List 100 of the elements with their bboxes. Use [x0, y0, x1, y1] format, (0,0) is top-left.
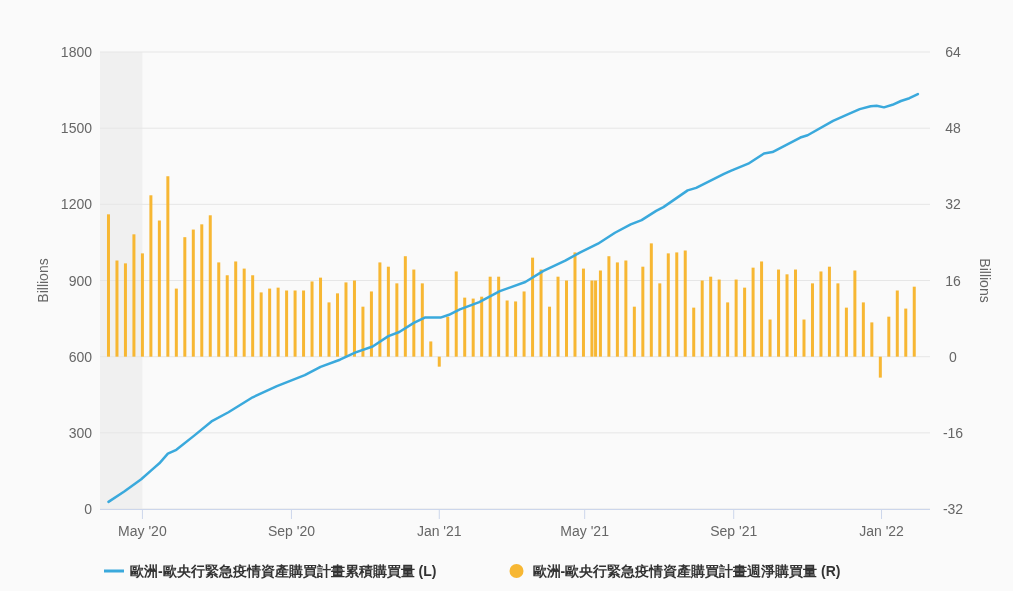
- y-tick-label: 300: [68, 424, 93, 441]
- y2-tick-label: 32: [945, 196, 961, 213]
- bar: [709, 276, 713, 357]
- bar: [760, 261, 764, 357]
- y-tick-label: 900: [68, 272, 93, 289]
- bar: [641, 266, 645, 357]
- bar: [649, 243, 653, 357]
- bar: [157, 220, 161, 357]
- bar: [743, 287, 747, 357]
- y-tick-label: 1200: [60, 196, 93, 213]
- bar: [217, 262, 221, 357]
- bar: [140, 253, 144, 357]
- bar: [276, 287, 280, 357]
- bar: [429, 341, 433, 357]
- bar: [327, 302, 331, 357]
- bar: [302, 290, 306, 357]
- y2-tick-label: -16: [942, 424, 964, 441]
- bar: [259, 292, 263, 357]
- bar: [615, 262, 619, 357]
- x-tick-label: Jan '22: [859, 523, 905, 539]
- y2-tick-label: 16: [945, 272, 961, 289]
- bar: [607, 256, 611, 357]
- bar: [802, 319, 806, 357]
- bar: [488, 276, 492, 357]
- legend-label: 歐洲-歐央行緊急疫情資產購買計畫累積購買量 (L): [130, 563, 437, 579]
- bar: [594, 280, 598, 357]
- bar: [115, 260, 119, 357]
- y-tick-label: 1500: [60, 120, 93, 137]
- bar: [132, 234, 136, 357]
- y-tick-label: 0: [84, 501, 93, 517]
- bar: [598, 270, 602, 357]
- y2-tick-label: 48: [945, 120, 961, 137]
- bar: [403, 256, 407, 357]
- bar: [166, 176, 170, 357]
- bar: [183, 237, 187, 357]
- bar: [548, 306, 552, 357]
- bar: [123, 263, 127, 357]
- bar: [692, 307, 696, 357]
- y2-tick-label: -32: [942, 501, 964, 517]
- y-tick-label: 600: [68, 348, 93, 365]
- bar: [285, 290, 289, 357]
- line-series: [107, 92, 920, 504]
- bar: [904, 308, 908, 357]
- bar: [251, 275, 255, 357]
- bar: [386, 266, 390, 357]
- legend-label: 歐洲-歐央行緊急疫情資產購買計畫週淨購買量 (R): [532, 563, 841, 579]
- bar: [420, 283, 424, 357]
- bar: [819, 271, 823, 357]
- bar: [539, 269, 543, 357]
- bar: [590, 280, 594, 357]
- bar: [361, 306, 365, 357]
- bar: [200, 224, 204, 357]
- bar: [174, 288, 178, 357]
- bar: [505, 300, 509, 357]
- bar: [751, 267, 755, 357]
- bar: [149, 195, 153, 357]
- bar: [522, 291, 526, 357]
- bar: [369, 291, 373, 357]
- bar: [454, 271, 458, 357]
- y-axis-title: Billions: [35, 258, 51, 303]
- bar: [234, 261, 238, 357]
- bar: [726, 302, 730, 357]
- bar: [412, 269, 416, 357]
- x-tick-label: May '20: [118, 523, 167, 539]
- bar: [717, 279, 721, 357]
- bar: [666, 253, 670, 357]
- bar: [293, 290, 297, 357]
- bar: [565, 280, 568, 357]
- bar: [836, 283, 840, 357]
- bar: [471, 298, 475, 357]
- bar: [624, 260, 628, 357]
- bar: [344, 282, 348, 357]
- bar: [794, 269, 797, 357]
- bar: [912, 286, 916, 357]
- bar: [335, 293, 339, 357]
- bar: [208, 215, 212, 357]
- y2-tick-label: 0: [949, 348, 958, 365]
- y-tick-label: 1800: [60, 44, 93, 60]
- bar: [844, 307, 848, 357]
- y2-axis-title: Billions: [977, 258, 993, 303]
- bar: [268, 288, 272, 357]
- bar: [497, 276, 501, 357]
- bar: [827, 266, 831, 357]
- bar: [106, 214, 110, 357]
- bar: [378, 262, 382, 357]
- bar: [887, 316, 891, 357]
- bar: [861, 302, 865, 357]
- x-tick-label: Sep '21: [710, 523, 758, 539]
- bar: [683, 250, 687, 357]
- bar: [395, 283, 399, 357]
- bar: [658, 283, 662, 357]
- bar: [352, 280, 356, 357]
- bar: [878, 356, 882, 378]
- bar: [310, 281, 314, 357]
- bar: [480, 296, 484, 357]
- bar: [319, 277, 323, 357]
- bar: [700, 280, 704, 357]
- x-tick-label: May '21: [560, 523, 610, 539]
- x-tick-label: Sep '20: [267, 523, 316, 539]
- bar: [870, 322, 874, 357]
